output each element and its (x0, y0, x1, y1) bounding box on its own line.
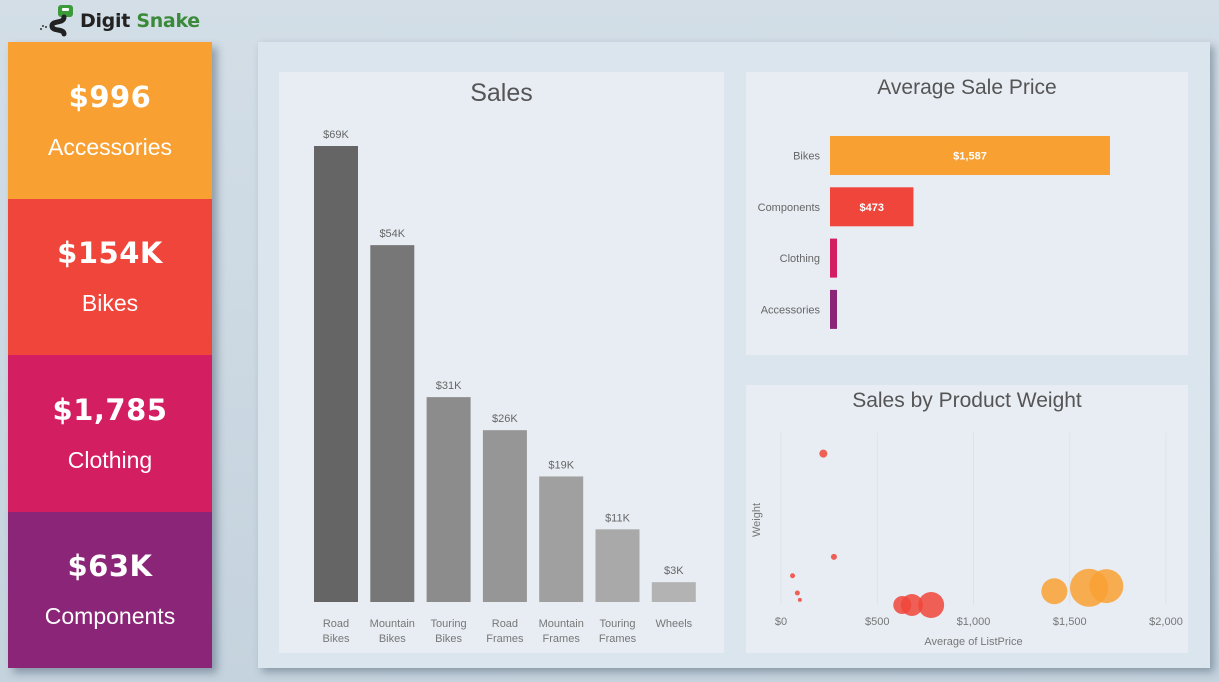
scatter-x-tick-label: $1,000 (957, 616, 991, 628)
scatter-point[interactable] (918, 592, 945, 618)
scatter-x-axis-label: Average of ListPrice (924, 636, 1022, 648)
kpi-card-components[interactable]: $63K Components (8, 511, 212, 668)
kpi-value: $996 (68, 79, 152, 114)
avg-price-chart-title: Average Sale Price (877, 76, 1057, 99)
kpi-label: Components (44, 603, 176, 630)
sales-category-label: Road (492, 618, 518, 630)
sales-category-label: Wheels (655, 618, 692, 630)
sales-category-label: Touring (431, 618, 467, 630)
brand-word1: Digit (80, 10, 130, 32)
sales-category-label: Frames (486, 633, 524, 645)
sales-category-label: Road (323, 618, 349, 630)
sales-bar[interactable] (314, 146, 358, 602)
scatter-point[interactable] (1041, 578, 1068, 605)
sales-bar-chart: $69K Road Bikes $54K Mountain Bikes $31K Tourin… (314, 129, 696, 645)
weight-scatter-chart: $0 $500 $1,000 $1,500 $2,000 Average of ListP… (751, 433, 1183, 648)
kpi-card-clothing[interactable]: $1,785 Clothing (8, 355, 212, 512)
report-canvas: Sales $69K Road Bikes $54K Mountain Bikes $31K… (258, 42, 1210, 668)
scatter-point[interactable] (819, 449, 828, 458)
scatter-x-tick-label: $0 (775, 616, 787, 628)
avg-price-data-label: $473 (859, 202, 883, 214)
kpi-label: Bikes (81, 290, 139, 317)
scatter-point[interactable] (790, 573, 796, 579)
sales-category-label: Bikes (435, 633, 462, 645)
sales-category-label: Bikes (379, 633, 406, 645)
weight-scatter-title: Sales by Product Weight (852, 389, 1082, 412)
kpi-label: Accessories (48, 133, 172, 160)
sales-data-label: $19K (548, 459, 574, 471)
sales-bar[interactable] (651, 582, 696, 602)
brand-logo: Digit Snake (38, 4, 200, 38)
sales-category-label: Bikes (323, 633, 350, 645)
sales-bar[interactable] (482, 430, 527, 602)
avg-price-bar[interactable] (830, 238, 837, 278)
scatter-x-tick-label: $1,500 (1053, 616, 1087, 628)
scatter-point[interactable] (900, 594, 923, 616)
sales-data-label: $26K (492, 413, 518, 425)
kpi-value: $63K (67, 549, 153, 584)
sales-category-label: Touring (599, 618, 635, 630)
sales-data-label: $69K (323, 129, 349, 141)
sales-bar[interactable] (426, 397, 471, 602)
brand-name: Digit Snake (80, 10, 200, 32)
avg-price-data-label: $1,587 (953, 151, 987, 163)
sales-category-label: Mountain (370, 618, 415, 630)
scatter-x-tick-label: $2,000 (1149, 616, 1183, 628)
avg-price-category-label: Accessories (761, 304, 821, 316)
scatter-point[interactable] (830, 553, 837, 560)
avg-price-bar-chart: Bikes $1,587 Components $473 Clothing Accesso… (758, 136, 1110, 329)
scatter-point[interactable] (1089, 569, 1124, 604)
sales-category-label: Mountain (539, 618, 584, 630)
sales-data-label: $11K (605, 512, 631, 524)
brand-word2: Snake (136, 10, 200, 32)
sales-bar[interactable] (370, 245, 415, 602)
sales-category-label: Frames (599, 633, 637, 645)
kpi-value: $154K (57, 236, 163, 271)
scatter-x-tick-label: $500 (865, 616, 889, 628)
scatter-point[interactable] (794, 590, 800, 596)
scatter-point[interactable] (797, 597, 802, 602)
avg-price-bar[interactable] (830, 187, 914, 227)
sales-chart-panel[interactable]: Sales $69K Road Bikes $54K Mountain Bikes $31K… (279, 72, 724, 653)
sales-bar[interactable] (595, 529, 640, 602)
kpi-column: $996 Accessories $154K Bikes $1,785 Clot… (8, 42, 212, 668)
kpi-value: $1,785 (52, 392, 168, 427)
sales-category-label: Frames (543, 633, 581, 645)
avg-price-category-label: Bikes (793, 151, 820, 163)
snake-logo-icon (40, 5, 73, 37)
sales-bar[interactable] (539, 476, 584, 602)
scatter-y-axis-label: Weight (751, 503, 763, 537)
weight-scatter-panel[interactable]: Sales by Product Weight $0 $500 $1,000 $1,5… (746, 385, 1188, 653)
kpi-card-bikes[interactable]: $154K Bikes (8, 198, 212, 355)
avg-price-chart-panel[interactable]: Average Sale Price Bikes $1,587 Components… (746, 72, 1188, 355)
avg-price-bar[interactable] (830, 136, 1110, 175)
sales-chart-title: Sales (470, 79, 533, 107)
sales-data-label: $31K (436, 380, 462, 392)
sales-data-label: $54K (379, 228, 405, 240)
kpi-card-accessories[interactable]: $996 Accessories (8, 42, 212, 199)
sales-data-label: $3K (664, 565, 684, 577)
kpi-label: Clothing (67, 446, 153, 473)
avg-price-category-label: Clothing (780, 253, 820, 265)
avg-price-category-label: Components (758, 202, 821, 214)
avg-price-bar[interactable] (830, 289, 837, 329)
